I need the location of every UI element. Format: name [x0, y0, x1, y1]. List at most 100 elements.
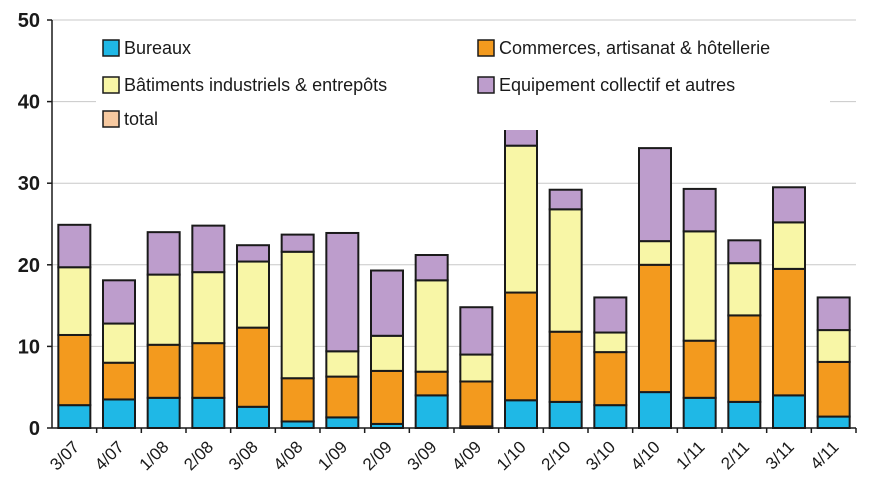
x-tick-label: 3/10 [582, 437, 619, 474]
bar-segment-3-07-s2 [57, 266, 92, 336]
legend-swatch-1 [477, 39, 495, 57]
bar-segment-4-08-s3 [280, 233, 315, 253]
x-tick-label: 3/08 [225, 437, 262, 474]
legend: Bureaux Commerces, artisanat & hôtellerie… [96, 34, 830, 130]
y-tick-label: 0 [29, 418, 40, 440]
legend-label-3: Equipement collectif et autres [499, 75, 735, 95]
axes [47, 19, 857, 433]
bar-segment-4-11-s2 [816, 329, 851, 363]
x-tick-labels: 3/07 4/07 1/08 2/08 3/08 4/08 1/09 2/09 3/09 4/09… [46, 437, 842, 474]
y-tick-label: 20 [18, 255, 40, 277]
x-tick-label: 4/10 [627, 437, 664, 474]
x-tick-label: 4/09 [448, 437, 485, 474]
bar-segment-2-11-s3 [727, 239, 762, 265]
bar-segment-3-08-s0 [236, 405, 270, 429]
y-tick-label: 30 [18, 173, 40, 195]
bar-segment-4-10-s0 [638, 391, 672, 430]
bar-segment-3-08-s2 [236, 260, 270, 329]
legend-swatch-4 [102, 110, 120, 128]
bar-segment-3-09-s2 [414, 279, 449, 373]
x-tick-label: 4/07 [91, 437, 128, 474]
bar-segment-2-11-s0 [727, 400, 762, 429]
bar-segment-2-08-s3 [191, 224, 226, 274]
bar-segment-4-11-s3 [816, 296, 851, 332]
legend-label-4: total [124, 109, 158, 129]
x-tick-label: 2/09 [359, 437, 396, 474]
legend-background [96, 34, 830, 130]
bar-segment-4-08-s2 [280, 250, 315, 380]
bar-segment-4-10-s1 [638, 263, 672, 394]
bar-segment-3-08-s3 [236, 244, 270, 263]
x-tick-label: 3/11 [762, 437, 798, 473]
x-tick-label: 4/11 [807, 437, 843, 473]
bar-segment-4-07-s2 [102, 322, 136, 364]
x-tick-label: 1/08 [136, 437, 173, 474]
bar-segment-2-08-s2 [191, 271, 226, 345]
bar-segment-2-11-s2 [727, 262, 762, 317]
y-tick-label: 10 [18, 336, 40, 358]
bar-segment-3-11-s2 [772, 221, 806, 270]
bar-segment-2-09-s3 [370, 269, 404, 337]
bar-segment-4-09-s3 [459, 306, 494, 356]
legend-label-0: Bureaux [124, 38, 191, 58]
bar-segment-1-10-s1 [504, 291, 538, 402]
bar-segment-4-11-s0 [816, 415, 851, 429]
bar-segment-3-07-s0 [57, 404, 92, 430]
bar-segment-1-10-s0 [504, 399, 538, 430]
bar-segment-2-09-s2 [370, 334, 404, 372]
bar-segment-2-11-s1 [727, 314, 762, 403]
bar-segment-4-07-s3 [102, 279, 136, 325]
bar-segment-3-07-s3 [57, 223, 92, 269]
bar-segment-3-10-s2 [593, 331, 628, 354]
bar-segment-1-08-s1 [146, 343, 181, 399]
bar-segment-4-08-s1 [280, 377, 315, 423]
legend-label-2: Bâtiments industriels & entrepôts [124, 75, 387, 95]
bar-segment-2-10-s3 [548, 188, 583, 211]
x-tick-label: 3/09 [404, 437, 441, 474]
bar-segment-1-11-s1 [682, 339, 717, 399]
bar-segment-3-10-s1 [593, 351, 628, 407]
x-tick-label: 1/09 [314, 437, 351, 474]
legend-label-1: Commerces, artisanat & hôtellerie [499, 38, 770, 58]
bar-segment-3-11-s3 [772, 186, 806, 224]
bar-segment-4-09-s2 [459, 353, 494, 383]
bar-segment-1-11-s2 [682, 230, 717, 342]
x-tick-label: 4/08 [270, 437, 307, 474]
bar-segment-2-10-s0 [548, 400, 583, 429]
bar-segment-4-07-s0 [102, 398, 136, 430]
bar-segment-2-09-s1 [370, 369, 404, 425]
x-tick-label: 1/11 [673, 437, 709, 473]
bar-segment-1-11-s3 [682, 187, 717, 233]
bar-segment-4-10-s3 [638, 147, 672, 243]
bar-segment-3-09-s0 [414, 394, 449, 429]
bar-segment-3-09-s3 [414, 254, 449, 282]
bar-segment-1-09-s2 [325, 350, 360, 378]
bar-segment-1-08-s2 [146, 273, 181, 346]
x-tick-label: 2/11 [717, 437, 753, 473]
bar-segment-3-11-s1 [772, 267, 806, 397]
bar-segment-2-08-s0 [191, 396, 226, 430]
bar-segment-4-10-s2 [638, 240, 672, 266]
bar-segment-1-09-s1 [325, 375, 360, 419]
y-tick-label: 40 [18, 92, 40, 114]
x-tick-label: 1/10 [493, 437, 530, 474]
bar-segment-1-09-s0 [325, 416, 360, 429]
y-tick-label: 50 [18, 10, 40, 32]
x-tick-label: 2/10 [538, 437, 575, 474]
x-tick-label: 2/08 [180, 437, 217, 474]
bar-segment-1-10-s2 [504, 144, 538, 294]
bar-segment-4-11-s1 [816, 360, 851, 418]
x-tick-label: 3/07 [46, 437, 83, 474]
bar-segment-1-09-s3 [325, 231, 360, 353]
bar-segment-2-10-s1 [548, 330, 583, 403]
bar-segment-2-08-s1 [191, 342, 226, 399]
bar-segment-1-08-s0 [146, 396, 181, 430]
bar-segment-3-08-s1 [236, 326, 270, 408]
bar-segment-1-08-s3 [146, 231, 181, 276]
bar-segment-3-07-s1 [57, 333, 92, 407]
bar-segment-3-10-s0 [593, 404, 628, 430]
bar-segment-1-11-s0 [682, 396, 717, 430]
bar-segment-4-09-s1 [459, 380, 494, 428]
bar-segment-2-10-s2 [548, 208, 583, 333]
